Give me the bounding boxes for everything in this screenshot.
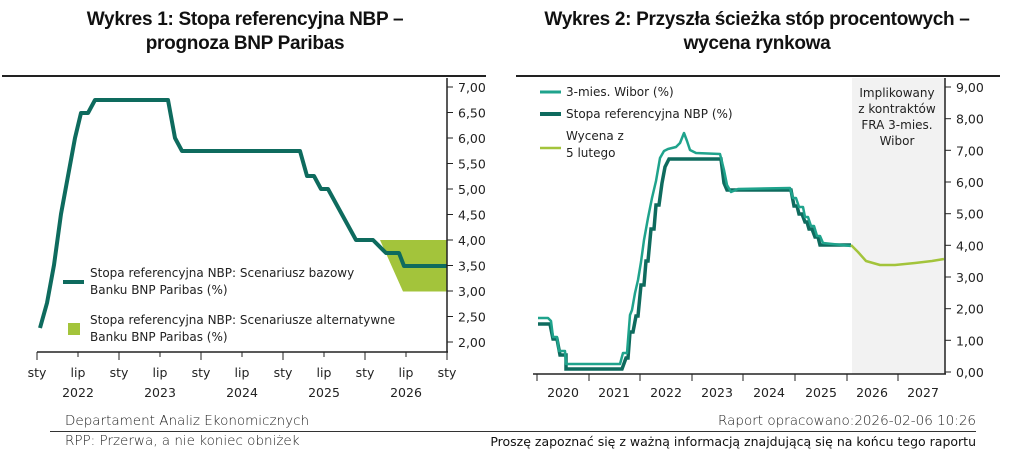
- chart1-title-line1: Wykres 1: Stopa referencyjna NBP –: [86, 9, 404, 30]
- chart2-legend: 3-mies. Wibor (%) Stopa referencyjna NBP…: [540, 85, 733, 160]
- chart2-y-label: 6,00: [956, 175, 984, 190]
- footer-disclaimer-notice: Proszę zapoznać się z ważną informacją z…: [490, 434, 976, 449]
- chart2-x-year-label: 2024: [753, 385, 785, 400]
- chart2-y-ticks: [945, 86, 951, 373]
- chart2: Implikowany z kontraktów FRA 3-mies. Wib…: [516, 75, 1000, 400]
- chart2-x-year-label: 2027: [907, 385, 939, 400]
- chart2-x-year-label: 2022: [650, 385, 682, 400]
- chart1-x-year-label: 2024: [226, 385, 258, 400]
- chart1-x-year-label: 2022: [62, 385, 94, 400]
- chart1-y-label: 6,00: [458, 131, 486, 146]
- chart2-y-label: 1,00: [956, 333, 984, 348]
- chart1-x-month-label: sty: [192, 365, 211, 380]
- chart2-x-labels: 2020 2021 2022 2023 2024 2025 2026 2027: [547, 385, 939, 400]
- chart1-x-month-label: lip: [71, 365, 86, 380]
- chart1-y-label: 2,00: [458, 335, 486, 350]
- chart1-x-year-label: 2026: [390, 385, 422, 400]
- chart1-x-month-label: lip: [235, 365, 250, 380]
- legend-label: Banku BNP Paribas (%): [90, 330, 228, 344]
- footer-department: Departament Analiz Ekonomicznych: [65, 413, 310, 429]
- chart2-implied-region: [852, 78, 945, 374]
- footer-divider: [50, 431, 976, 432]
- chart1-legend: Stopa referencyjna NBP: Scenariusz bazow…: [63, 266, 395, 344]
- chart1-y-label: 7,00: [458, 80, 486, 95]
- chart1-x-year-label: 2023: [144, 385, 176, 400]
- chart1-base-scenario-line: [38, 98, 447, 329]
- chart1-y-label: 4,50: [458, 208, 486, 223]
- chart2-y-label: 9,00: [956, 80, 984, 95]
- chart2-x-year-label: 2020: [547, 385, 579, 400]
- footer-report-title: RPP: Przerwa, a nie koniec obniżek: [65, 433, 300, 449]
- chart2-y-label: 2,00: [956, 302, 984, 317]
- chart1-y-label: 6,50: [458, 106, 486, 121]
- chart2-x-ticks: [536, 374, 899, 381]
- implied-label-line: Implikowany: [859, 86, 934, 100]
- chart2-fra-implied-line: [850, 244, 945, 267]
- chart1-x-month-label: sty: [356, 365, 375, 380]
- chart2-wibor-line: [538, 131, 852, 366]
- chart2-y-labels: 9,00 8,00 7,00 6,00 5,00 4,00 3,00 2,00 …: [956, 80, 984, 380]
- chart1: 7,00 6,50 6,00 5,50 5,00 4,50 4,00 3,50 …: [2, 75, 486, 400]
- chart2-nbp-rate-line: [538, 157, 851, 371]
- footer-report-date: Raport opracowano:2026-02-06 10:26: [718, 413, 976, 429]
- implied-label-line: FRA 3-mies.: [861, 118, 932, 132]
- legend-label: Stopa referencyjna NBP (%): [566, 107, 733, 121]
- legend-label: Wycena z: [566, 129, 624, 143]
- chart1-x-month-label: sty: [438, 365, 457, 380]
- chart2-x-year-label: 2026: [856, 385, 888, 400]
- implied-label-line: z kontraktów: [858, 102, 936, 116]
- chart1-y-label: 3,50: [458, 259, 486, 274]
- chart2-y-label: 4,00: [956, 238, 984, 253]
- legend-area-swatch: [68, 323, 80, 335]
- chart1-y-label: 5,50: [458, 157, 486, 172]
- chart2-y-label: 5,00: [956, 207, 984, 222]
- legend-label: Stopa referencyjna NBP: Scenariusz bazow…: [90, 266, 354, 280]
- chart1-x-month-label: sty: [274, 365, 293, 380]
- chart2-x-year-label: 2025: [805, 385, 837, 400]
- legend-label: 3-mies. Wibor (%): [566, 85, 674, 99]
- chart2-y-label: 8,00: [956, 112, 984, 127]
- chart1-x-month-label: lip: [317, 365, 332, 380]
- chart1-y-label: 5,00: [458, 182, 486, 197]
- chart1-y-label: 3,00: [458, 284, 486, 299]
- legend-label: 5 lutego: [566, 146, 615, 160]
- chart1-x-month-label: sty: [110, 365, 129, 380]
- chart1-y-label: 4,00: [458, 233, 486, 248]
- chart1-x-month-label: lip: [153, 365, 168, 380]
- chart1-x-year-label: 2025: [308, 385, 340, 400]
- chart2-x-year-label: 2023: [701, 385, 733, 400]
- chart2-implied-label: Implikowany z kontraktów FRA 3-mies. Wib…: [858, 86, 936, 148]
- chart2-title: Wykres 2: Przyszła ścieżka stóp procento…: [512, 8, 1002, 56]
- legend-label: Stopa referencyjna NBP: Scenariusze alte…: [90, 313, 395, 327]
- chart1-y-labels: 7,00 6,50 6,00 5,50 5,00 4,50 4,00 3,50 …: [458, 80, 486, 350]
- legend-label: Banku BNP Paribas (%): [90, 283, 228, 297]
- chart2-y-label: 7,00: [956, 143, 984, 158]
- chart2-y-label: 3,00: [956, 270, 984, 285]
- chart1-x-ticks: [36, 352, 448, 360]
- chart2-title-line2: wycena rynkowa: [683, 33, 831, 54]
- chart1-x-month-label: lip: [399, 365, 414, 380]
- chart2-y-label: 0,00: [956, 365, 984, 380]
- chart2-x-year-label: 2021: [598, 385, 630, 400]
- implied-label-line: Wibor: [880, 134, 915, 148]
- chart1-y-label: 2,50: [458, 310, 486, 325]
- chart1-title: Wykres 1: Stopa referencyjna NBP – progn…: [0, 8, 490, 56]
- chart1-title-line2: prognoza BNP Paribas: [145, 33, 345, 54]
- chart1-x-month-label: sty: [28, 365, 47, 380]
- chart1-y-ticks: [447, 86, 453, 343]
- chart1-x-labels: sty lip sty lip sty lip sty lip sty lip …: [28, 365, 457, 400]
- chart2-title-line1: Wykres 2: Przyszła ścieżka stóp procento…: [544, 9, 970, 30]
